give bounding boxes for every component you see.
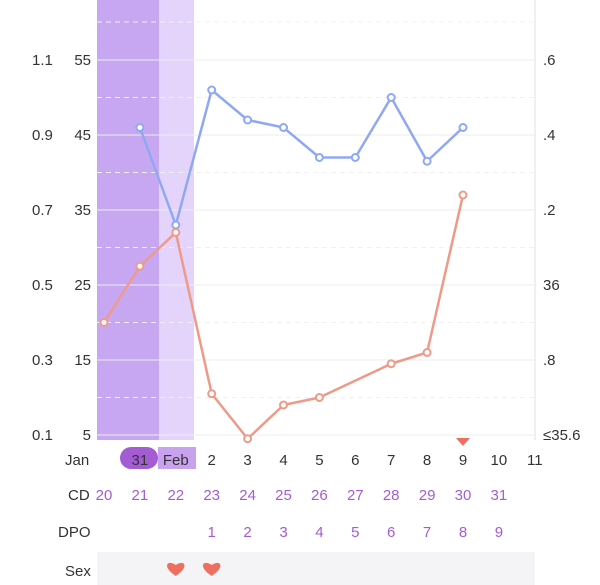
- series-line-0: [138, 88, 464, 227]
- series-point-0[interactable]: [135, 123, 145, 132]
- date-label[interactable]: 7: [387, 452, 395, 469]
- series-point-0[interactable]: [458, 123, 468, 132]
- left-outer-tick-label: 1.1: [32, 52, 53, 69]
- heart-icon[interactable]: [202, 562, 221, 576]
- right-tick-label: .4: [543, 127, 556, 144]
- cd-value: 24: [239, 487, 256, 504]
- series-point-1[interactable]: [243, 434, 253, 444]
- dpo-value: 6: [387, 524, 395, 541]
- date-label[interactable]: 4: [279, 452, 287, 469]
- dpo-value: 3: [279, 524, 287, 541]
- left-outer-tick-label: 0.9: [32, 127, 53, 144]
- cd-values: 20 21 22 23 24 25 26 27 28 29 30 31: [96, 487, 508, 504]
- series-point-1[interactable]: [135, 261, 145, 271]
- series-point-1[interactable]: [279, 400, 288, 410]
- dpo-values: 1 2 3 4 5 6 7 8 9: [208, 524, 504, 541]
- month-label: Jan: [65, 452, 89, 469]
- date-label[interactable]: 11: [527, 452, 543, 469]
- series-point-0[interactable]: [314, 153, 324, 162]
- series-layer: [99, 85, 468, 444]
- series-point-0[interactable]: [350, 153, 360, 162]
- date-label[interactable]: Feb: [163, 452, 189, 469]
- cd-value: 21: [132, 487, 149, 504]
- date-label[interactable]: 5: [315, 452, 323, 469]
- series-point-0[interactable]: [171, 220, 181, 230]
- cd-value: 23: [203, 487, 220, 504]
- sex-row-bg: [97, 552, 535, 585]
- series-point-0[interactable]: [243, 115, 253, 125]
- series-point-0[interactable]: [207, 85, 217, 95]
- left-inner-tick-label: 15: [74, 352, 91, 369]
- dpo-value: 9: [495, 524, 503, 541]
- date-label[interactable]: 6: [351, 452, 359, 469]
- right-tick-label: .6: [543, 52, 556, 69]
- cd-label: CD: [68, 487, 90, 504]
- left-inner-tick-label: 25: [74, 277, 91, 294]
- cd-value: 22: [167, 487, 184, 504]
- left-outer-tick-label: 0.7: [32, 202, 53, 219]
- cd-value: 20: [96, 487, 113, 504]
- left-outer-tick-label: 0.1: [32, 427, 53, 444]
- sex-markers: [167, 562, 221, 576]
- left-axis-outer-ticks: 1.1 0.9 0.7 0.5 0.3 0.1: [32, 52, 53, 444]
- dpo-value: 8: [459, 524, 467, 541]
- right-tick-label: ≤35.6: [543, 427, 580, 444]
- heart-icon[interactable]: [167, 562, 185, 576]
- left-axis-inner-ticks: 55 45 35 25 15 5: [74, 52, 91, 444]
- series-point-1[interactable]: [207, 389, 217, 399]
- date-label[interactable]: 10: [491, 452, 508, 469]
- series-point-1[interactable]: [458, 190, 468, 200]
- right-tick-label: 36: [543, 277, 560, 294]
- highlight-band-dark: [97, 0, 159, 440]
- date-label[interactable]: 8: [423, 452, 431, 469]
- left-inner-tick-label: 5: [83, 427, 91, 444]
- dpo-value: 4: [315, 524, 323, 541]
- dpo-value: 5: [351, 524, 359, 541]
- right-axis-ticks: .6 .4 .2 36 .8 ≤35.6: [543, 52, 580, 444]
- date-label[interactable]: 31: [132, 452, 149, 469]
- cd-value: 27: [347, 487, 364, 504]
- cd-value: 26: [311, 487, 328, 504]
- sex-label: Sex: [65, 563, 91, 580]
- series-point-0[interactable]: [279, 123, 288, 132]
- left-inner-tick-label: 55: [74, 52, 91, 69]
- cd-value: 29: [419, 487, 436, 504]
- left-outer-tick-label: 0.3: [32, 352, 53, 369]
- series-line-1: [102, 194, 465, 440]
- date-pill-31[interactable]: [120, 447, 158, 469]
- series-point-1[interactable]: [314, 393, 324, 402]
- series-point-1[interactable]: [422, 348, 432, 357]
- cd-value: 28: [383, 487, 400, 504]
- cd-value: 30: [455, 487, 472, 504]
- date-label[interactable]: 9: [459, 452, 467, 469]
- dpo-value: 1: [208, 524, 216, 541]
- dpo-value: 2: [243, 524, 251, 541]
- dpo-label: DPO: [58, 524, 91, 541]
- left-inner-tick-label: 45: [74, 127, 91, 144]
- series-point-0[interactable]: [386, 93, 396, 102]
- date-labels: 31 Feb 2 3 4 5 6 7 8 9 10 11: [132, 452, 543, 469]
- date-label[interactable]: 3: [243, 452, 251, 469]
- series-point-1[interactable]: [386, 359, 396, 369]
- date-pill-feb-round: [174, 447, 196, 469]
- right-tick-label: .8: [543, 352, 556, 369]
- dpo-value: 7: [423, 524, 431, 541]
- cd-value: 31: [491, 487, 508, 504]
- series-point-1[interactable]: [99, 318, 109, 327]
- day-marker-icon: [456, 438, 470, 446]
- right-tick-label: .2: [543, 202, 556, 219]
- gridlines: [97, 21, 535, 436]
- cd-value: 25: [275, 487, 292, 504]
- left-outer-tick-label: 0.5: [32, 277, 53, 294]
- left-inner-tick-label: 35: [74, 202, 91, 219]
- date-label[interactable]: 2: [208, 452, 216, 469]
- series-point-1[interactable]: [171, 228, 181, 237]
- series-point-0[interactable]: [422, 156, 432, 166]
